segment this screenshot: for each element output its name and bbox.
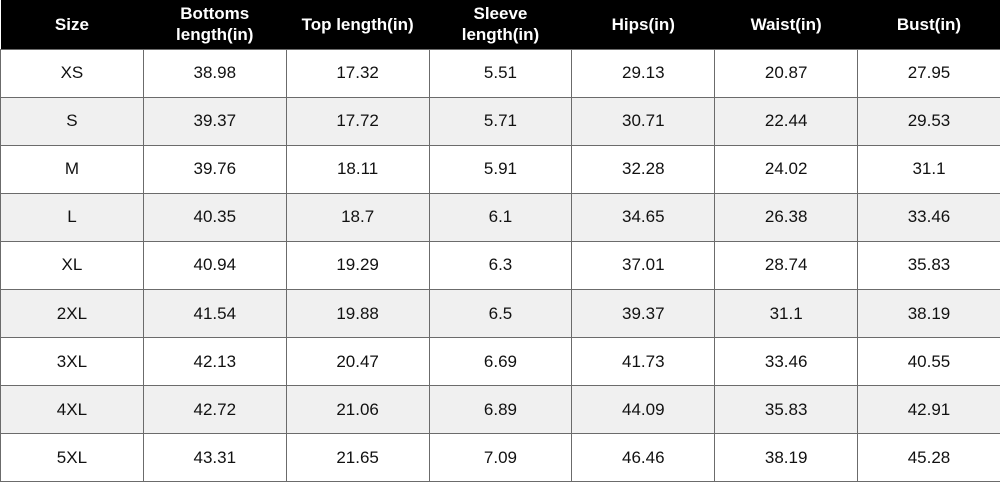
cell-size: XL xyxy=(0,240,144,290)
table-row: XS 38.98 17.32 5.51 29.13 20.87 27.95 xyxy=(0,48,1000,98)
cell-bust: 42.91 xyxy=(857,385,1000,435)
table-header: Size Bottoms length(in) Top length(in) S… xyxy=(0,0,1000,49)
cell-top-length: 18.7 xyxy=(285,192,430,242)
header-line: Waist(in) xyxy=(750,14,822,34)
cell-size: 5XL xyxy=(0,433,144,482)
header-row: Size Bottoms length(in) Top length(in) S… xyxy=(0,0,1000,49)
cell-bust: 40.55 xyxy=(857,337,1000,387)
cell-size: XS xyxy=(0,48,144,98)
cell-hips: 34.65 xyxy=(571,192,716,242)
table-row: 2XL 41.54 19.88 6.5 39.37 31.1 38.19 xyxy=(0,288,1000,339)
cell-bottoms-length: 42.72 xyxy=(142,385,287,435)
cell-sleeve-length: 6.5 xyxy=(428,288,573,339)
header-line: Sleeve xyxy=(473,4,528,24)
header-bust: Bust(in) xyxy=(857,0,1000,49)
cell-top-length: 17.32 xyxy=(285,48,430,98)
cell-sleeve-length: 6.1 xyxy=(428,192,573,242)
cell-top-length: 17.72 xyxy=(285,96,430,146)
cell-bust: 29.53 xyxy=(857,96,1000,146)
cell-waist: 26.38 xyxy=(714,192,859,242)
cell-bottoms-length: 39.76 xyxy=(142,144,287,194)
cell-waist: 33.46 xyxy=(714,337,859,387)
header-sleeve-length: Sleeve length(in) xyxy=(429,0,572,49)
table-row: 3XL 42.13 20.47 6.69 41.73 33.46 40.55 xyxy=(0,337,1000,387)
cell-size: 4XL xyxy=(0,385,144,435)
cell-hips: 30.71 xyxy=(571,96,716,146)
table-row: 4XL 42.72 21.06 6.89 44.09 35.83 42.91 xyxy=(0,385,1000,435)
cell-waist: 31.1 xyxy=(714,288,859,339)
cell-bust: 45.28 xyxy=(857,433,1000,482)
cell-sleeve-length: 5.71 xyxy=(428,96,573,146)
cell-sleeve-length: 6.89 xyxy=(428,385,573,435)
cell-top-length: 18.11 xyxy=(285,144,430,194)
cell-size: S xyxy=(0,96,144,146)
cell-bottoms-length: 41.54 xyxy=(142,288,287,339)
cell-hips: 41.73 xyxy=(571,337,716,387)
cell-size: L xyxy=(0,192,144,242)
table-row: S 39.37 17.72 5.71 30.71 22.44 29.53 xyxy=(0,96,1000,146)
header-line: Size xyxy=(54,14,89,34)
header-line: Bust(in) xyxy=(896,14,962,34)
cell-sleeve-length: 5.91 xyxy=(428,144,573,194)
header-line: Bottoms xyxy=(180,4,250,24)
cell-hips: 44.09 xyxy=(571,385,716,435)
cell-waist: 35.83 xyxy=(714,385,859,435)
cell-hips: 39.37 xyxy=(571,288,716,339)
cell-top-length: 20.47 xyxy=(285,337,430,387)
cell-bottoms-length: 38.98 xyxy=(142,48,287,98)
header-hips: Hips(in) xyxy=(571,0,715,49)
cell-top-length: 19.88 xyxy=(285,288,430,339)
header-top-length: Top length(in) xyxy=(286,0,430,49)
table-row: XL 40.94 19.29 6.3 37.01 28.74 35.83 xyxy=(0,240,1000,290)
cell-bottoms-length: 42.13 xyxy=(142,337,287,387)
cell-sleeve-length: 5.51 xyxy=(428,48,573,98)
cell-bottoms-length: 40.35 xyxy=(142,192,287,242)
cell-waist: 38.19 xyxy=(714,433,859,482)
cell-bust: 35.83 xyxy=(857,240,1000,290)
cell-hips: 32.28 xyxy=(571,144,716,194)
cell-waist: 28.74 xyxy=(714,240,859,290)
table-body: XS 38.98 17.32 5.51 29.13 20.87 27.95 S 39.37 17.… xyxy=(0,48,1000,482)
cell-top-length: 21.65 xyxy=(285,433,430,482)
header-waist: Waist(in) xyxy=(714,0,858,49)
table-row: L 40.35 18.7 6.1 34.65 26.38 33.46 xyxy=(0,192,1000,242)
cell-bust: 33.46 xyxy=(857,192,1000,242)
header-line: length(in) xyxy=(461,25,540,45)
header-line: Hips(in) xyxy=(611,14,675,34)
cell-bottoms-length: 39.37 xyxy=(142,96,287,146)
cell-bottoms-length: 43.31 xyxy=(142,433,287,482)
cell-bust: 38.19 xyxy=(857,288,1000,339)
cell-top-length: 19.29 xyxy=(285,240,430,290)
cell-sleeve-length: 6.69 xyxy=(428,337,573,387)
cell-hips: 29.13 xyxy=(571,48,716,98)
cell-sleeve-length: 6.3 xyxy=(428,240,573,290)
cell-waist: 22.44 xyxy=(714,96,859,146)
cell-size: 3XL xyxy=(0,337,144,387)
cell-waist: 24.02 xyxy=(714,144,859,194)
cell-bottoms-length: 40.94 xyxy=(142,240,287,290)
header-line: length(in) xyxy=(176,25,254,45)
header-bottoms-length: Bottoms length(in) xyxy=(143,0,287,49)
cell-hips: 37.01 xyxy=(571,240,716,290)
cell-bust: 31.1 xyxy=(857,144,1000,194)
cell-sleeve-length: 7.09 xyxy=(428,433,573,482)
cell-size: 2XL xyxy=(0,288,144,339)
cell-hips: 46.46 xyxy=(571,433,716,482)
cell-bust: 27.95 xyxy=(857,48,1000,98)
table-row: 5XL 43.31 21.65 7.09 46.46 38.19 45.28 xyxy=(0,433,1000,482)
cell-size: M xyxy=(0,144,144,194)
cell-top-length: 21.06 xyxy=(285,385,430,435)
cell-waist: 20.87 xyxy=(714,48,859,98)
header-size: Size xyxy=(0,0,144,49)
header-line: Top length(in) xyxy=(301,14,414,34)
table-row: M 39.76 18.11 5.91 32.28 24.02 31.1 xyxy=(0,144,1000,194)
